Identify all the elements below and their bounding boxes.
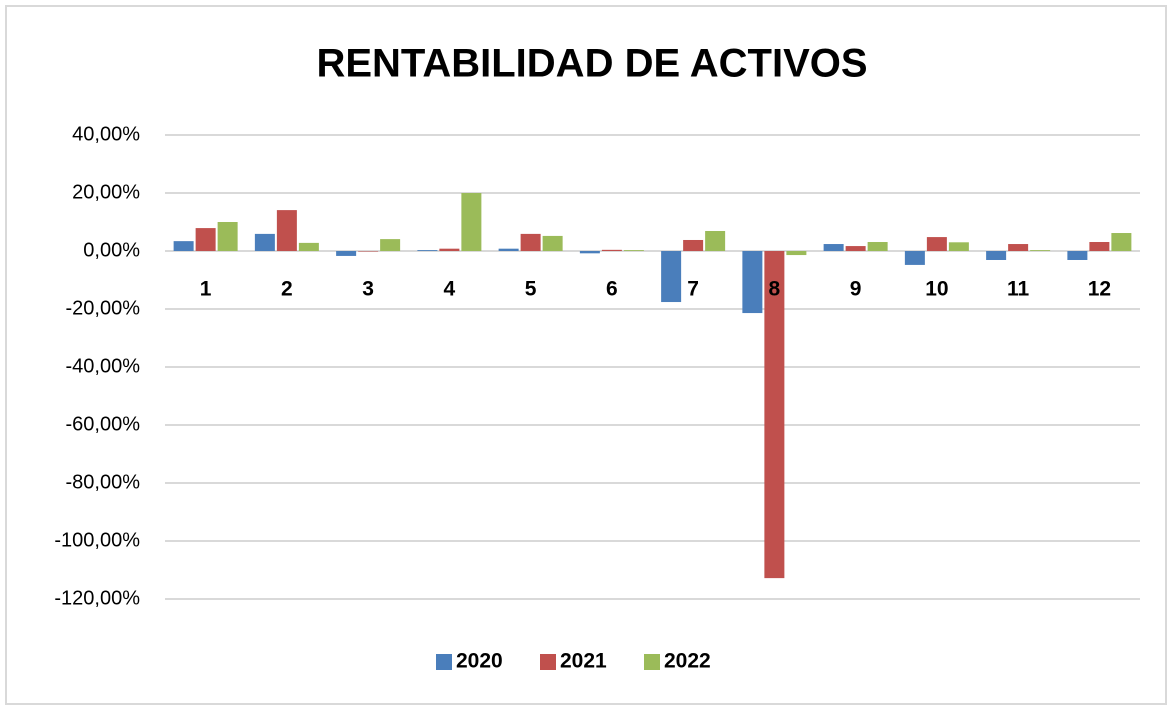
y-tick-label: -80,00%: [66, 471, 141, 493]
y-tick-label: 0,00%: [83, 239, 140, 261]
bar: [904, 251, 925, 265]
bar: [542, 235, 563, 251]
bar: [823, 244, 844, 251]
x-tick-label: 5: [525, 278, 537, 301]
bar: [1008, 244, 1029, 251]
bar: [195, 228, 216, 251]
x-tick-label: 12: [1088, 278, 1111, 301]
bar: [173, 241, 194, 251]
x-tick-label: 11: [1007, 278, 1030, 301]
x-tick-label: 8: [769, 278, 781, 301]
bar: [623, 250, 644, 251]
bar: [661, 251, 682, 303]
x-tick-label: 4: [444, 278, 456, 301]
bar: [498, 248, 519, 251]
legend-label: 2020: [456, 650, 503, 673]
bar: [926, 237, 947, 251]
bar: [380, 239, 401, 251]
bar: [742, 251, 763, 314]
x-tick-label: 9: [850, 278, 862, 301]
bar: [601, 249, 622, 251]
bar: [254, 233, 275, 251]
bar: [579, 251, 600, 254]
bar: [520, 233, 541, 251]
y-tick-label: -40,00%: [66, 355, 141, 377]
bar: [764, 251, 785, 579]
bar: [298, 242, 319, 251]
legend-swatch: [644, 654, 660, 670]
bar: [217, 222, 238, 251]
y-tick-label: 40,00%: [72, 123, 140, 145]
bar: [683, 239, 704, 251]
y-tick-label: -100,00%: [54, 529, 140, 551]
legend-swatch: [540, 654, 556, 670]
x-tick-label: 6: [606, 278, 618, 301]
y-tick-label: 20,00%: [72, 181, 140, 203]
bar: [705, 230, 726, 251]
x-tick-label: 3: [362, 278, 374, 301]
x-tick-label: 7: [687, 278, 699, 301]
bar: [1067, 251, 1088, 260]
y-tick-label: -20,00%: [66, 297, 141, 319]
bar: [439, 248, 460, 251]
bar: [948, 242, 969, 251]
bar: [276, 210, 297, 251]
legend-label: 2022: [664, 650, 711, 673]
bar: [417, 250, 438, 251]
bar: [786, 251, 807, 256]
bar: [336, 251, 357, 256]
bar: [986, 251, 1007, 260]
x-tick-label: 1: [200, 278, 212, 301]
y-tick-label: -120,00%: [54, 587, 140, 609]
bar: [845, 246, 866, 251]
x-tick-label: 2: [281, 278, 293, 301]
bar: [358, 251, 379, 252]
bar: [1111, 233, 1132, 251]
legend-label: 2021: [560, 650, 607, 673]
y-tick-label: -60,00%: [66, 413, 141, 435]
bar: [867, 242, 888, 251]
bar: [1030, 250, 1051, 251]
bar: [1089, 242, 1110, 251]
x-tick-label: 10: [925, 278, 948, 301]
chart-title: RENTABILIDAD DE ACTIVOS: [316, 42, 867, 86]
chart-border: [5, 5, 1167, 705]
legend-swatch: [436, 654, 452, 670]
bar: [461, 193, 482, 251]
